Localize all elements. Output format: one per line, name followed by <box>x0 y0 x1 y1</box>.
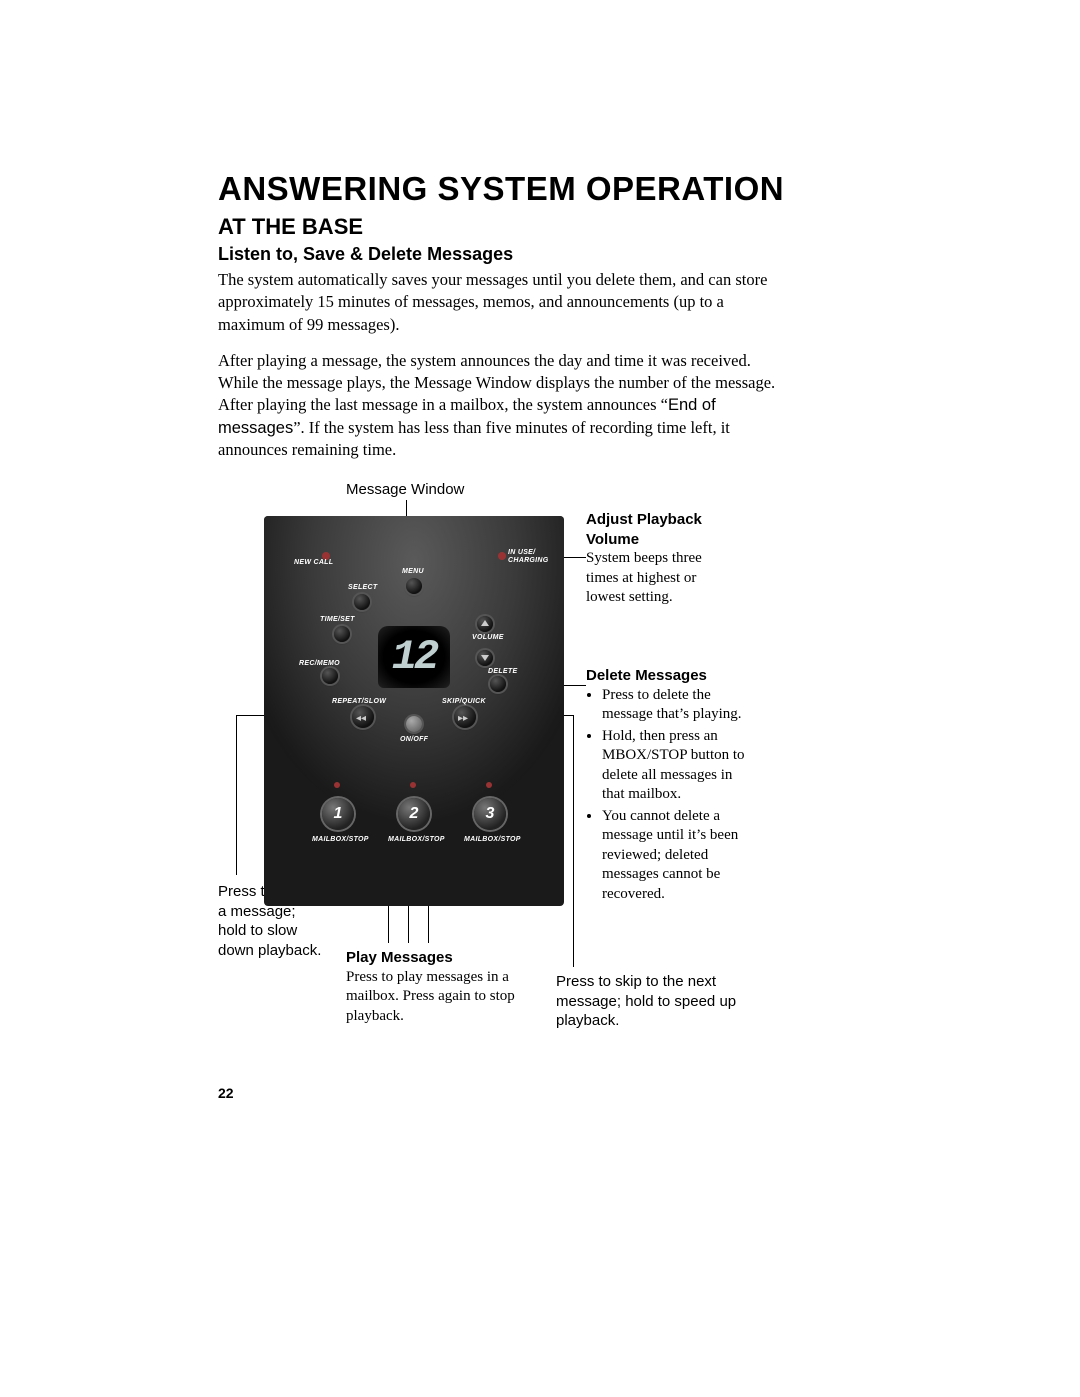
para2-c: ”. If the system has less than five minu… <box>218 418 730 459</box>
paragraph-1: The system automatically saves your mess… <box>218 269 778 336</box>
in-use-led <box>498 552 506 560</box>
label-on-off: ON/OFF <box>400 736 428 743</box>
callout-delete-item: Hold, then press an MBOX/STOP button to … <box>602 727 746 805</box>
subtitle: AT THE BASE <box>218 214 858 240</box>
mbox-led <box>486 782 492 788</box>
forward-icon: ▸▸ <box>458 713 468 724</box>
delete-button[interactable] <box>490 676 506 692</box>
callout-play: Play Messages Press to play messages in … <box>346 948 546 1026</box>
label-skip-quick: SKIP/QUICK <box>442 698 486 705</box>
callout-delete-item: Press to delete the message that’s playi… <box>602 686 746 725</box>
callout-delete: Delete Messages Press to delete the mess… <box>586 666 746 906</box>
label-select: SELECT <box>348 584 377 591</box>
on-off-button[interactable] <box>406 716 422 732</box>
label-rec-memo: REC/MEMO <box>299 660 340 667</box>
label-message-window: Message Window <box>346 480 464 500</box>
mbox-led <box>334 782 340 788</box>
mailbox-3-button[interactable]: 3 <box>474 798 506 830</box>
section-heading: Listen to, Save & Delete Messages <box>218 244 858 265</box>
leader-line <box>573 715 574 967</box>
page-number: 22 <box>218 1085 234 1101</box>
callout-volume-title: Adjust Playback Volume <box>586 510 736 549</box>
time-set-button[interactable] <box>334 626 350 642</box>
callout-volume: Adjust Playback Volume System beeps thre… <box>586 510 736 608</box>
label-in-use: IN USE/ <box>508 549 535 556</box>
callout-volume-body: System beeps three times at highest or l… <box>586 549 736 608</box>
label-repeat-slow: REPEAT/SLOW <box>332 698 386 705</box>
menu-button[interactable] <box>406 578 422 594</box>
callout-delete-item: You cannot delete a message until it’s b… <box>602 807 746 905</box>
mailbox-2-button[interactable]: 2 <box>398 798 430 830</box>
label-mailbox-stop-1: MAILBOX/STOP <box>312 836 369 843</box>
label-mailbox-stop-3: MAILBOX/STOP <box>464 836 521 843</box>
rewind-icon: ◂◂ <box>356 713 366 724</box>
callout-skip: Press to skip to the next message; hold … <box>556 972 756 1031</box>
label-charging: CHARGING <box>508 557 549 564</box>
mailbox-1-button[interactable]: 1 <box>322 798 354 830</box>
page-title: ANSWERING SYSTEM OPERATION <box>218 170 858 208</box>
rec-memo-button[interactable] <box>322 668 338 684</box>
paragraph-2: After playing a message, the system anno… <box>218 350 778 461</box>
callout-delete-title: Delete Messages <box>586 666 746 686</box>
label-time-set: TIME/SET <box>320 616 355 623</box>
label-delete: DELETE <box>488 668 517 675</box>
label-new-call: NEW CALL <box>294 559 333 566</box>
leader-line <box>236 715 237 875</box>
up-arrow-icon <box>481 620 489 626</box>
label-mailbox-stop-2: MAILBOX/STOP <box>388 836 445 843</box>
label-volume: VOLUME <box>472 634 504 641</box>
select-button[interactable] <box>354 594 370 610</box>
device-base: 12 ◂◂ ▸▸ 1 2 3 NEW CALL IN USE/ CHARGING <box>264 516 564 906</box>
device-diagram: Message Window Adjust Playback Volume Sy… <box>218 480 858 1120</box>
mbox-led <box>410 782 416 788</box>
down-arrow-icon <box>481 655 489 661</box>
message-window-display: 12 <box>378 626 450 688</box>
callout-play-title: Play Messages <box>346 948 546 968</box>
label-menu: MENU <box>402 568 424 575</box>
callout-play-body: Press to play messages in a mailbox. Pre… <box>346 968 546 1027</box>
